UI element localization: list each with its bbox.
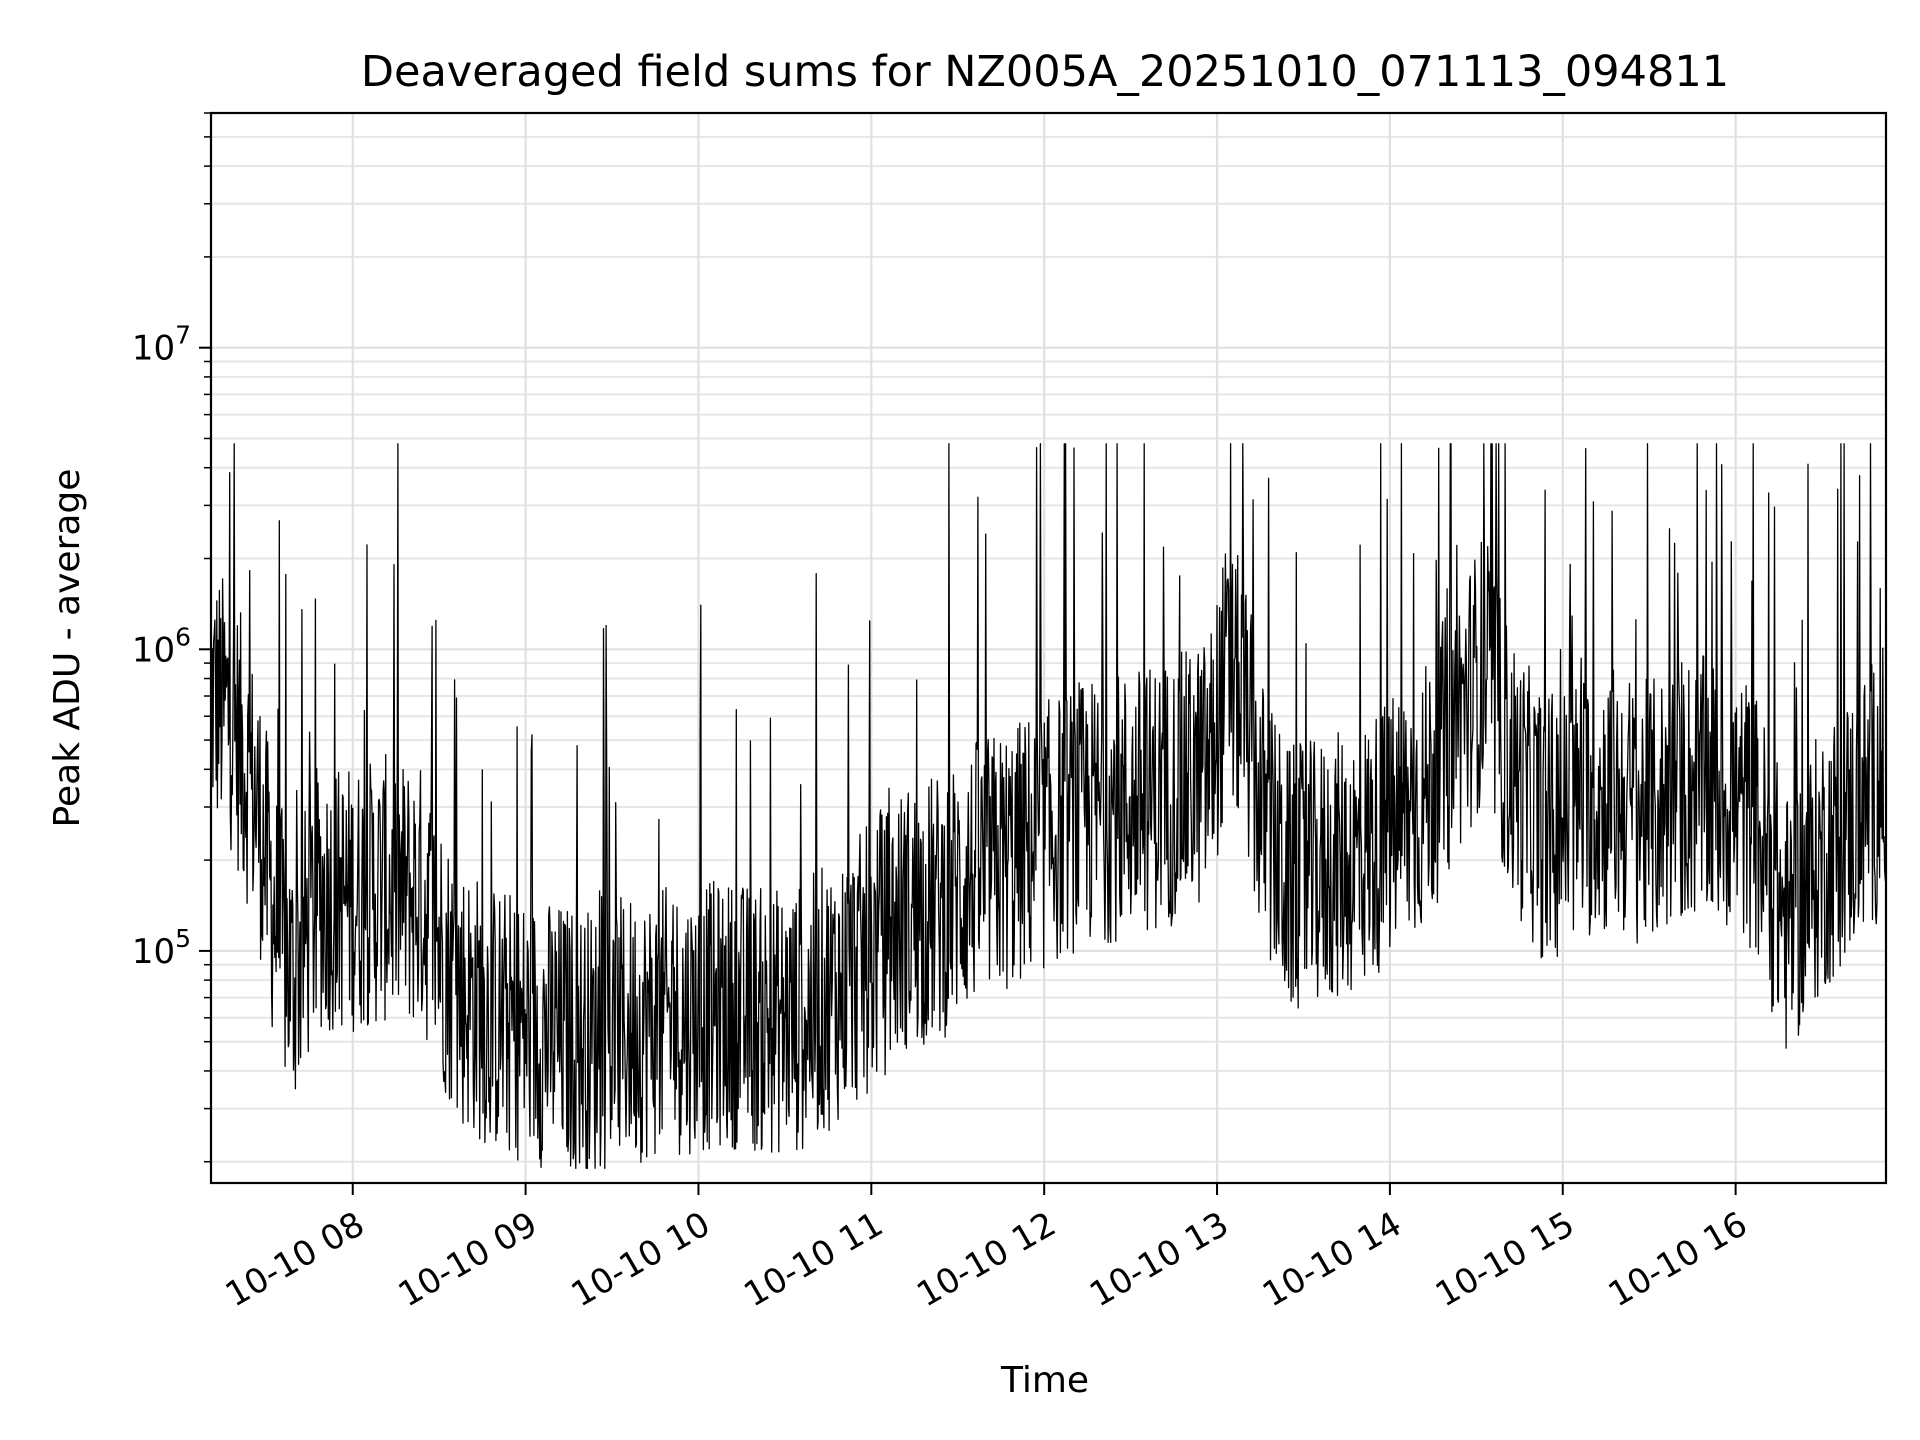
- x-tick-label: 10-10 08: [219, 1204, 371, 1315]
- x-tick-label: 10-10 14: [1256, 1204, 1408, 1315]
- x-tick-label: 10-10 10: [565, 1204, 717, 1315]
- chart-title: Deaveraged field sums for NZ005A_2025101…: [361, 47, 1729, 97]
- plot-frame: [209, 111, 1888, 1185]
- series-layer: [210, 443, 1887, 1170]
- x-tick-label: 10-10 11: [737, 1204, 889, 1315]
- y-tick-label: 105: [132, 924, 191, 972]
- y-tick-label: 107: [132, 321, 191, 369]
- x-axis-label: Time: [1000, 1360, 1089, 1401]
- y-axis-label: Peak ADU - average: [47, 469, 88, 828]
- x-tick-label: 10-10 12: [910, 1204, 1062, 1315]
- y-tick-label: 106: [132, 622, 191, 670]
- x-tick-label: 10-10 16: [1602, 1204, 1754, 1315]
- x-tick-label: 10-10 15: [1429, 1204, 1581, 1315]
- x-tick-label: 10-10 09: [392, 1204, 544, 1315]
- x-tick-label: 10-10 13: [1083, 1204, 1235, 1315]
- series-line: [210, 443, 1887, 1170]
